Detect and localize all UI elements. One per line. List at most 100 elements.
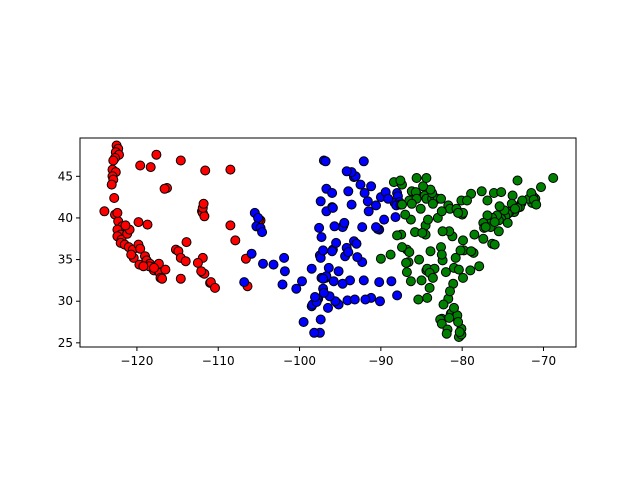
scatter-point bbox=[200, 165, 211, 176]
scatter-point bbox=[474, 261, 485, 272]
scatter-point bbox=[318, 245, 329, 256]
scatter-point bbox=[366, 181, 377, 192]
scatter-point bbox=[453, 317, 464, 327]
scatter-point bbox=[437, 226, 448, 237]
scatter-point bbox=[138, 261, 149, 272]
scatter-point bbox=[343, 186, 354, 197]
scatter-point bbox=[346, 199, 357, 210]
scatter-point bbox=[385, 249, 396, 260]
scatter-point bbox=[375, 253, 386, 264]
x-axis: −120 −110 −100 −90 −80 −70 bbox=[120, 347, 556, 368]
scatter-point bbox=[355, 179, 366, 190]
points-layer bbox=[99, 140, 559, 342]
scatter-point bbox=[411, 173, 422, 183]
scatter-point bbox=[314, 222, 325, 233]
scatter-point bbox=[99, 206, 110, 217]
scatter-point bbox=[489, 217, 500, 228]
y-axis: 25 30 35 40 45 bbox=[58, 169, 80, 350]
scatter-point bbox=[316, 232, 327, 243]
scatter-point bbox=[401, 257, 412, 268]
scatter-point bbox=[512, 175, 523, 186]
scatter-point bbox=[339, 217, 350, 228]
scatter-point bbox=[510, 203, 520, 214]
x-tick-label: −80 bbox=[449, 354, 474, 368]
scatter-point bbox=[458, 272, 468, 283]
scatter-point bbox=[476, 186, 487, 197]
scatter-point bbox=[465, 265, 476, 276]
scatter-point bbox=[462, 195, 472, 206]
scatter-point bbox=[386, 276, 397, 287]
scatter-point bbox=[341, 166, 352, 177]
x-tick-label: −110 bbox=[202, 354, 235, 368]
scatter-point bbox=[392, 290, 403, 301]
scatter-point bbox=[493, 226, 504, 237]
scatter-point bbox=[383, 193, 394, 204]
scatter-point bbox=[258, 258, 268, 269]
scatter-point bbox=[400, 209, 411, 220]
scatter-point bbox=[309, 327, 320, 338]
scatter-point bbox=[438, 299, 449, 310]
scatter-point bbox=[404, 247, 415, 258]
scatter-point bbox=[359, 188, 370, 198]
scatter-point bbox=[413, 294, 424, 305]
scatter-point bbox=[253, 212, 264, 223]
scatter-point bbox=[507, 190, 518, 201]
scatter-point bbox=[225, 164, 236, 175]
scatter-point bbox=[145, 162, 156, 173]
scatter-point bbox=[363, 206, 374, 217]
scatter-point bbox=[397, 242, 407, 253]
plot-frame bbox=[79, 137, 577, 348]
scatter-point bbox=[494, 201, 505, 212]
scatter-point bbox=[455, 245, 466, 256]
scatter-point bbox=[320, 156, 331, 167]
scatter-point bbox=[424, 282, 435, 293]
scatter-point bbox=[327, 188, 338, 198]
scatter-point bbox=[390, 212, 401, 223]
scatter-point bbox=[362, 196, 373, 207]
scatter-point bbox=[337, 278, 348, 289]
scatter-point bbox=[268, 259, 279, 270]
scatter-point bbox=[406, 198, 417, 209]
scatter-point bbox=[496, 187, 507, 198]
scatter-point bbox=[450, 252, 461, 263]
scatter-point bbox=[310, 292, 320, 302]
scatter-point bbox=[315, 314, 326, 325]
scatter-point bbox=[159, 183, 170, 194]
scatter-point bbox=[181, 237, 192, 248]
scatter-point bbox=[210, 282, 220, 293]
scatter-point bbox=[157, 273, 168, 284]
scatter-point bbox=[417, 227, 428, 238]
y-tick-label: 40 bbox=[58, 211, 73, 225]
scatter-point bbox=[395, 175, 406, 186]
x-tick-label: −70 bbox=[531, 354, 556, 368]
scatter-point bbox=[517, 195, 528, 206]
scatter-point bbox=[133, 217, 144, 228]
x-tick-label: −90 bbox=[368, 354, 393, 368]
scatter-point bbox=[392, 230, 403, 241]
scatter-point bbox=[120, 220, 131, 231]
scatter-point bbox=[192, 257, 203, 268]
scatter-point bbox=[106, 179, 117, 190]
scatter-point bbox=[112, 207, 123, 218]
scatter-point bbox=[441, 328, 452, 339]
scatter-point bbox=[349, 294, 360, 305]
scatter-point bbox=[548, 173, 559, 183]
scatter-point bbox=[421, 173, 432, 183]
scatter-point bbox=[371, 222, 381, 233]
scatter-point bbox=[297, 276, 307, 287]
scatter-point bbox=[360, 294, 371, 305]
scatter-point bbox=[329, 221, 340, 232]
scatter-point bbox=[422, 292, 433, 303]
y-tick-label: 30 bbox=[58, 294, 73, 308]
scatter-point bbox=[444, 312, 455, 323]
scatter-point bbox=[453, 264, 464, 275]
scatter-point bbox=[323, 262, 334, 273]
scatter-point bbox=[375, 296, 385, 307]
scatter-point bbox=[401, 267, 412, 278]
scatter-point bbox=[358, 275, 369, 286]
scatter-point bbox=[198, 198, 209, 209]
scatter-point bbox=[239, 277, 250, 288]
scatter-point bbox=[279, 266, 290, 277]
scatter-point bbox=[142, 219, 153, 230]
